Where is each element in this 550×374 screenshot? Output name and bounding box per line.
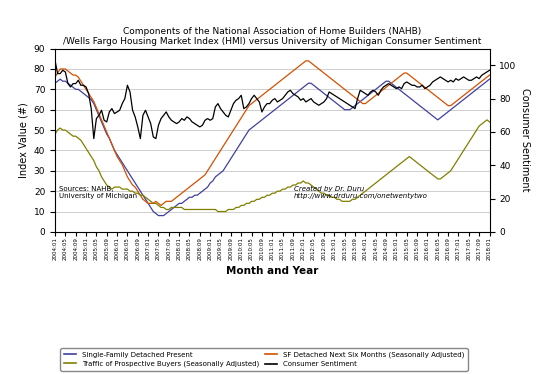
Legend: Single-Family Detached Present, Traffic of Prospective Buyers (Seasonally Adjust: Single-Family Detached Present, Traffic … bbox=[60, 348, 468, 371]
Text: Created by Dr. Duru
http://www.drduru.com/onetwentytwo: Created by Dr. Duru http://www.drduru.co… bbox=[294, 186, 428, 199]
Text: Sources: NAHB,
University of Michigan: Sources: NAHB, University of Michigan bbox=[59, 186, 138, 199]
Y-axis label: Consumer Sentiment: Consumer Sentiment bbox=[520, 89, 530, 192]
Title: Components of the National Association of Home Builders (NAHB)
/Wells Fargo Hous: Components of the National Association o… bbox=[63, 27, 481, 46]
X-axis label: Month and Year: Month and Year bbox=[226, 266, 318, 276]
Y-axis label: Index Value (#): Index Value (#) bbox=[18, 102, 28, 178]
